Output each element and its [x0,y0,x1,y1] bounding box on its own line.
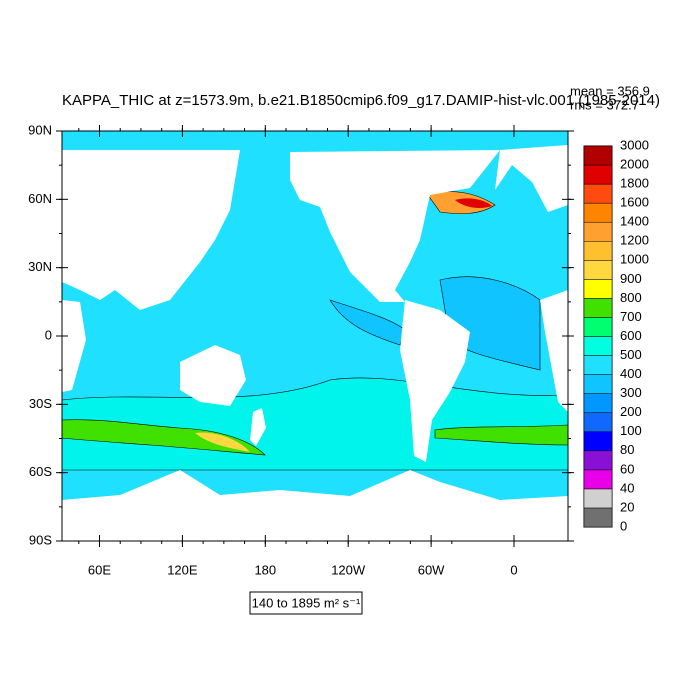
land [62,145,568,541]
colorbar-label: 60 [620,461,634,476]
colorbar-box [583,260,613,280]
colorbar-label: 0 [620,518,627,533]
lon-label: 120W [331,562,366,577]
colorbar-label: 3000 [620,137,649,152]
lon-label: 180 [254,562,276,577]
colorbar-box [583,469,613,490]
colorbar-box [583,183,613,204]
acc-high [62,419,266,456]
mean-stat: mean = 356.9 [570,83,650,98]
lat-label: 90S [29,532,52,547]
colorbar-box [583,221,613,242]
colorbar-box [583,298,613,318]
lat-label: 90N [28,122,52,137]
colorbar-label: 200 [620,404,642,419]
colorbar-box [583,488,613,509]
colorbar-label: 1200 [620,233,649,248]
rms-stat: rms = 372.7 [570,97,639,112]
colorbar-label: 800 [620,290,642,305]
colorbar-label: 1000 [620,252,649,267]
colorbar-box [583,374,613,394]
lat-label: 0 [45,327,52,342]
colorbar-box [583,279,613,299]
colorbar-box [583,145,613,166]
colorbar-box [583,412,613,433]
colorbar-label: 500 [620,347,642,362]
range-label: 140 to 1895 m² s⁻¹ [252,595,361,610]
range-box [249,591,363,615]
colorbar-label: 1800 [620,176,649,191]
title: KAPPA_THIC at z=1573.9m, b.e21.B1850cmip… [62,92,660,109]
colorbar-box [583,241,613,261]
colorbar-box [583,507,613,528]
colorbar-label: 600 [620,328,642,343]
lon-label: 120E [167,562,198,577]
colorbar-box [583,355,613,375]
colorbar-label: 2000 [620,156,649,171]
lat-label: 30S [29,396,52,411]
map [61,130,569,542]
colorbar-label: 400 [620,366,642,381]
lat-label: 60N [28,191,52,206]
colorbar-label: 1600 [620,195,649,210]
colorbar-label: 100 [620,423,642,438]
colorbar-box [583,393,613,413]
colorbar-box [583,202,613,223]
lat-label: 60S [29,464,52,479]
acc-peak [195,432,250,452]
colorbar-label: 20 [620,499,634,514]
colorbar-label: 80 [620,442,634,457]
colorbar-box [583,450,613,471]
colorbar-label: 300 [620,385,642,400]
colorbar-label: 1400 [620,214,649,229]
lon-label: 0 [510,562,517,577]
colorbar-label: 700 [620,309,642,324]
labrador-peak [455,198,492,208]
colorbar-box [583,164,613,185]
lat-label: 30N [28,259,52,274]
lon-label: 60E [88,562,111,577]
colorbar-box [583,317,613,337]
lon-label: 60W [418,562,445,577]
colorbar-label: 40 [620,480,634,495]
colorbar-label: 900 [620,271,642,286]
colorbar-box [583,336,613,356]
colorbar-box [583,431,613,452]
acc-atlantic [434,424,568,446]
